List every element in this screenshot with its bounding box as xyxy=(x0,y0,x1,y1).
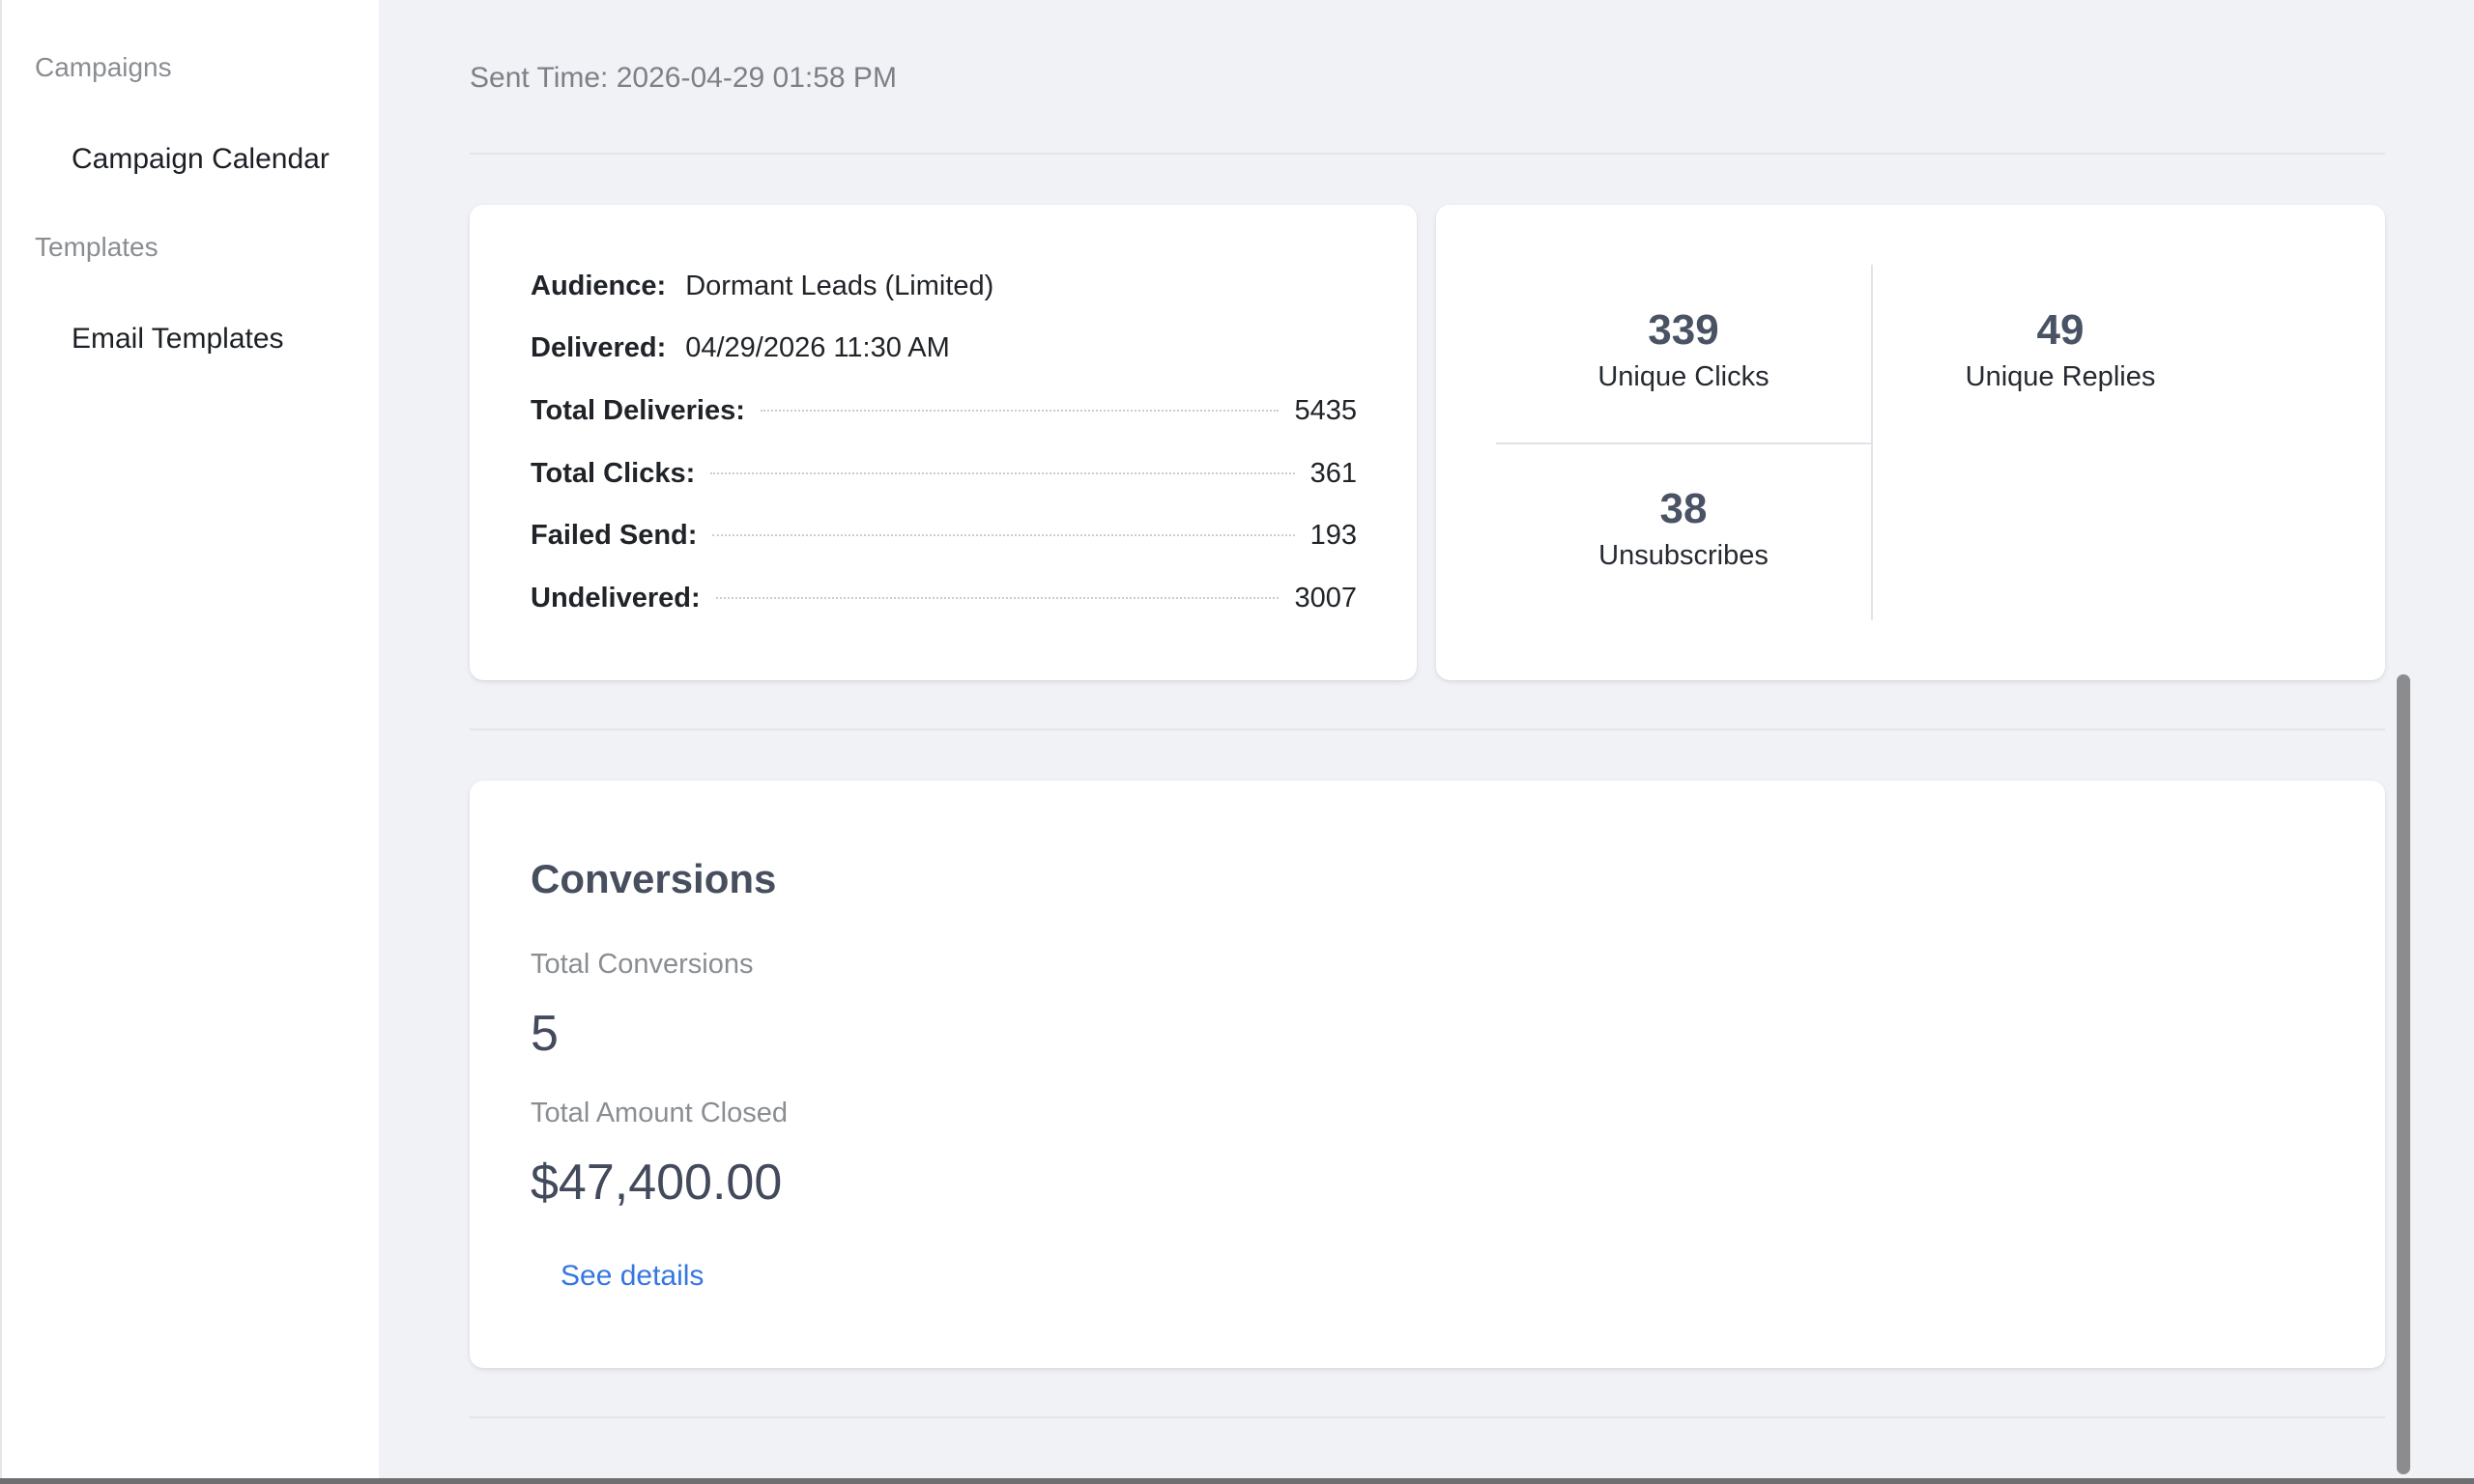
delivered-value: 04/29/2026 11:30 AM xyxy=(685,331,950,363)
delivered-label: Delivered: xyxy=(531,331,667,363)
dotted-leader xyxy=(760,410,1280,412)
audience-label: Audience: xyxy=(531,270,667,301)
stats-vertical-divider xyxy=(1871,265,1873,620)
vertical-scrollbar[interactable] xyxy=(2397,674,2410,1474)
undelivered-value: 3007 xyxy=(1294,582,1357,614)
stats-horizontal-divider xyxy=(1496,442,1871,444)
total-conversions-value: 5 xyxy=(531,1006,559,1062)
total-conversions-label: Total Conversions xyxy=(531,949,754,980)
see-details-link[interactable]: See details xyxy=(561,1260,705,1292)
divider xyxy=(470,153,2385,155)
unique-replies-value: 49 xyxy=(2036,306,2085,354)
divider xyxy=(470,1416,2385,1418)
conversions-title: Conversions xyxy=(531,856,777,901)
unique-replies-stat: 49 Unique Replies xyxy=(1873,305,2248,398)
total-clicks-value: 361 xyxy=(1309,457,1357,489)
unique-clicks-stat: 339 Unique Clicks xyxy=(1496,305,1871,398)
total-amount-closed-label: Total Amount Closed xyxy=(531,1098,788,1128)
unsubscribes-label: Unsubscribes xyxy=(1598,540,1769,571)
unique-clicks-label: Unique Clicks xyxy=(1597,361,1769,392)
divider xyxy=(470,728,2385,730)
dotted-leader xyxy=(710,472,1295,474)
failed-send-row: Failed Send: 193 xyxy=(531,516,1357,555)
sidebar-item-email-templates[interactable]: Email Templates xyxy=(72,323,284,355)
unsubscribes-stat: 38 Unsubscribes xyxy=(1496,484,1871,577)
total-deliveries-value: 5435 xyxy=(1294,394,1357,426)
total-deliveries-row: Total Deliveries: 5435 xyxy=(531,391,1357,430)
total-deliveries-label: Total Deliveries: xyxy=(531,394,745,426)
total-amount-closed-value: $47,400.00 xyxy=(531,1155,783,1211)
sidebar: Campaigns Campaign Calendar Templates Em… xyxy=(0,0,379,1484)
undelivered-label: Undelivered: xyxy=(531,582,701,614)
audience-value: Dormant Leads (Limited) xyxy=(685,270,994,301)
unsubscribes-value: 38 xyxy=(1659,485,1708,532)
failed-send-label: Failed Send: xyxy=(531,519,698,551)
undelivered-row: Undelivered: 3007 xyxy=(531,579,1357,617)
sidebar-section-templates: Templates xyxy=(35,232,158,262)
delivered-row: Delivered: 04/29/2026 11:30 AM xyxy=(531,328,1357,367)
campaign-details-card: Audience: Dormant Leads (Limited) Delive… xyxy=(470,205,1417,680)
sidebar-section-campaigns: Campaigns xyxy=(35,52,172,82)
dotted-leader xyxy=(715,597,1280,599)
sent-time: Sent Time: 2026-04-29 01:58 PM xyxy=(470,62,897,94)
audience-row: Audience: Dormant Leads (Limited) xyxy=(531,267,1357,305)
unique-clicks-value: 339 xyxy=(1648,306,1719,354)
total-clicks-label: Total Clicks: xyxy=(531,457,696,489)
engagement-stats-card: 339 Unique Clicks 49 Unique Replies 38 U… xyxy=(1436,205,2385,680)
sidebar-item-campaign-calendar[interactable]: Campaign Calendar xyxy=(72,143,330,175)
main-content: Sent Time: 2026-04-29 01:58 PM Audience:… xyxy=(379,0,2474,1484)
unique-replies-label: Unique Replies xyxy=(1965,361,2156,392)
dotted-leader xyxy=(712,534,1295,536)
window-bottom-edge xyxy=(0,1478,2474,1484)
conversions-card: Conversions Total Conversions 5 Total Am… xyxy=(470,781,2385,1368)
total-clicks-row: Total Clicks: 361 xyxy=(531,454,1357,493)
failed-send-value: 193 xyxy=(1309,519,1357,551)
